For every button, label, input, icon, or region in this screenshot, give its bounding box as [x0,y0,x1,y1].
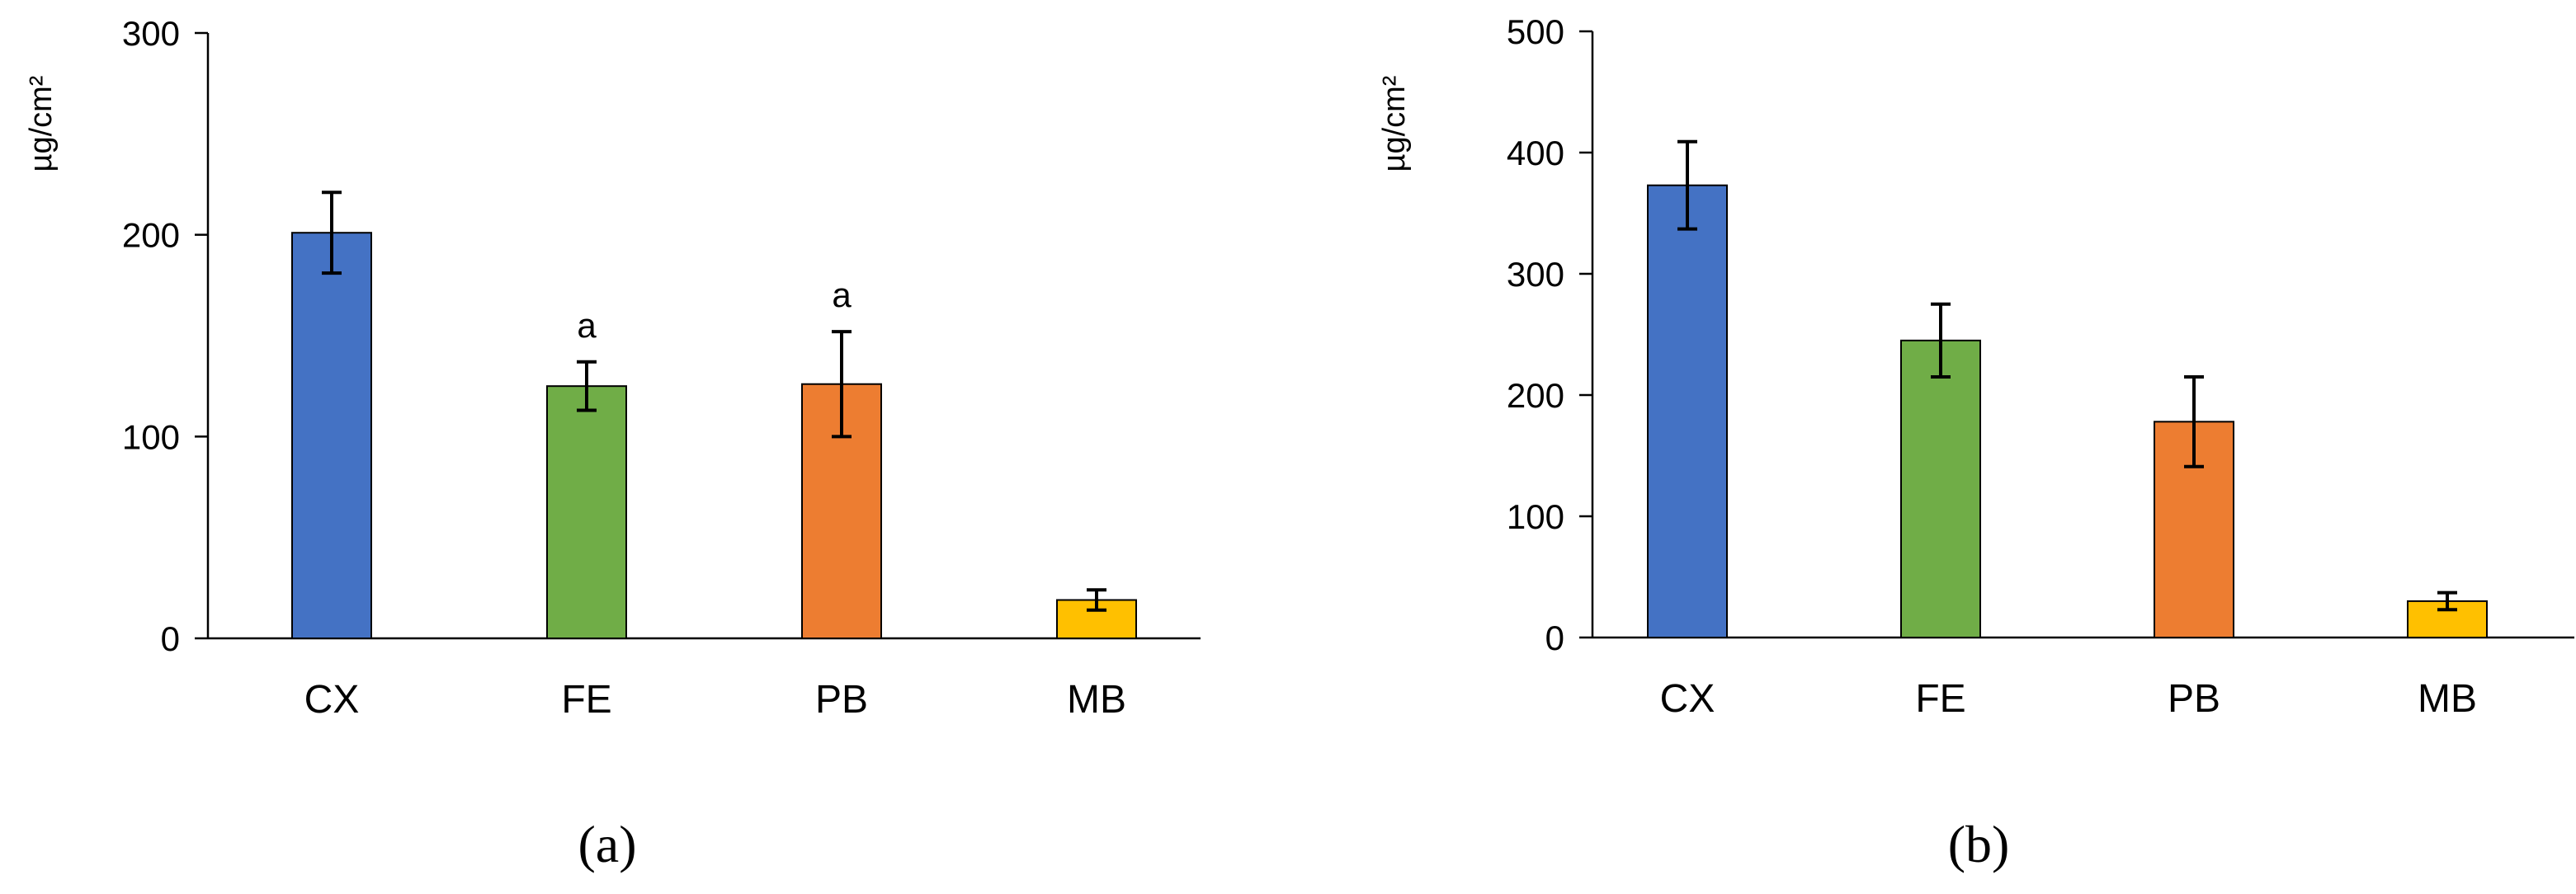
x-tick-label: FE [1915,677,1965,721]
chart-panel-b: 0 100 200 300 400 500 µg/cm² CX FE PB MB [1377,12,2574,721]
panel-label-b: (b) [1948,815,2010,873]
bar-fe [1900,339,1981,638]
significance-label: a [832,275,852,314]
y-tick-label: 100 [1507,497,1564,536]
y-tick-label: 300 [1507,255,1564,294]
y-tick-label: 200 [122,216,180,255]
significance-label: a [577,306,597,345]
x-tick-label: MB [1067,678,1126,722]
x-tick-label: PB [2168,677,2220,721]
y-tick-label: 300 [122,14,180,53]
x-tick-label: FE [561,678,611,722]
y-axis-title: µg/cm² [24,76,59,172]
y-tick-label: 0 [1545,619,1564,657]
y-tick-label: 200 [1507,376,1564,415]
panel-label-a: (a) [578,815,636,873]
x-tick-label: CX [1660,677,1715,721]
y-tick-label: 100 [122,417,180,456]
y-tick-label: 500 [1507,12,1564,51]
y-tick-label: 0 [161,619,180,658]
bar-fe [546,385,627,639]
x-tick-label: CX [304,678,360,722]
x-tick-label: MB [2418,677,2477,721]
chart-panel-a: 0 100 200 300 µg/cm² CX a FE a PB MB [24,14,1201,722]
y-axis-title: µg/cm² [1377,76,1412,172]
x-tick-label: PB [815,678,868,722]
bar-cx [1647,184,1728,638]
y-tick-label: 400 [1507,134,1564,172]
bar-cx [291,232,372,639]
